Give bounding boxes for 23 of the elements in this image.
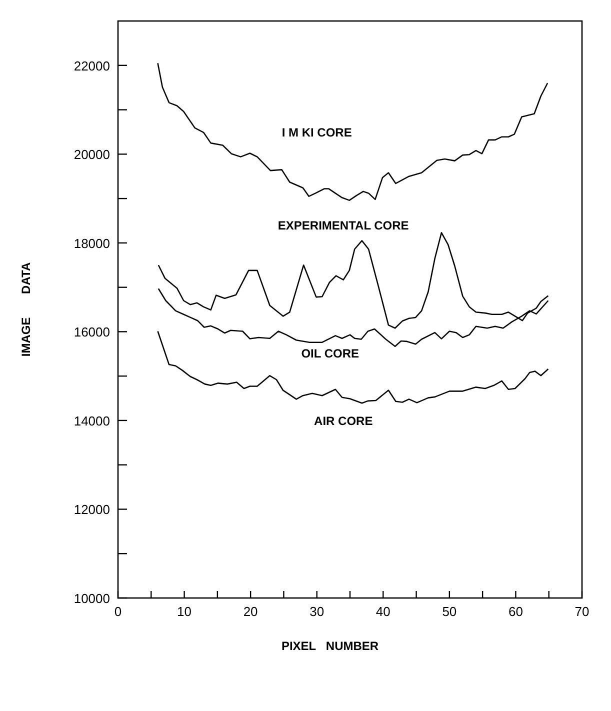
series-label: EXPERIMENTAL CORE [278, 218, 409, 233]
x-tick-label: 0 [114, 604, 122, 619]
series-label: AIR CORE [314, 414, 373, 428]
line-series [157, 330, 549, 404]
x-tick-label: 10 [177, 604, 192, 619]
x-tick-label: 30 [310, 604, 324, 619]
x-tick-label: 50 [442, 604, 457, 619]
y-tick-label: 22000 [74, 58, 110, 74]
y-tick-label: 10000 [74, 591, 110, 606]
x-axis-title: PIXEL NUMBER [281, 639, 379, 653]
x-tick-label: 60 [508, 604, 523, 619]
x-tick-label: 40 [376, 604, 390, 619]
line-series [157, 62, 548, 201]
y-tick-label: 12000 [74, 502, 110, 518]
series-label: OIL CORE [301, 346, 360, 360]
y-tick-label: 20000 [74, 147, 110, 162]
x-tick-label: 20 [243, 604, 258, 619]
y-tick-label: 14000 [74, 413, 110, 428]
y-tick-label: 18000 [74, 236, 110, 251]
y-axis-title: IMAGE DATA [19, 262, 33, 357]
y-tick-label: 16000 [74, 324, 110, 340]
x-tick-label: 70 [574, 604, 590, 619]
text: I M KI CORE [282, 125, 352, 140]
